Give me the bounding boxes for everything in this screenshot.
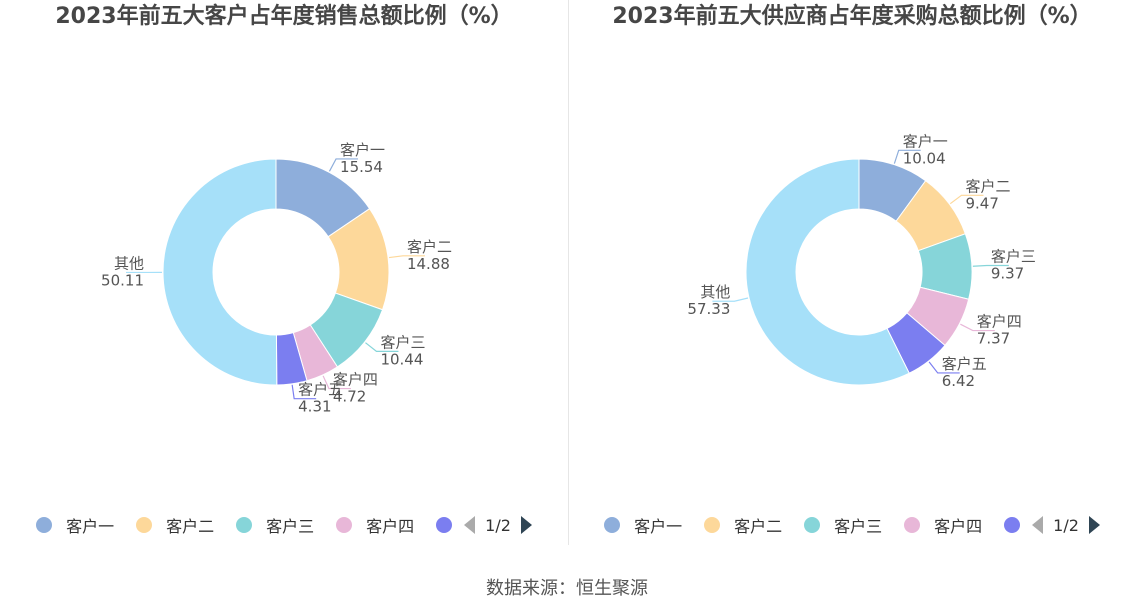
legend-swatch [236,517,253,533]
leader-line [291,384,317,400]
slice-label-value: 15.54 [340,158,383,176]
legend-item[interactable]: 客户二 [136,513,214,537]
legend-swatch [604,517,621,533]
slice-label-value: 6.42 [942,372,975,390]
legend-swatch [904,517,921,533]
legend-item[interactable]: 客户四 [904,513,982,537]
pager-next-icon[interactable] [1088,516,1100,534]
legend-item[interactable]: 客户一 [36,513,114,537]
chart-title: 2023年前五大供应商占年度采购总额比例（%） [612,4,1092,29]
slice-label-value: 10.44 [380,350,423,368]
donut-slice[interactable] [162,158,278,386]
pager-page-text: 1/2 [485,515,511,535]
slice-label-value: 50.11 [101,271,144,289]
slice-label-name: 客户四 [977,313,1022,331]
leader-line [928,361,960,374]
legend-item[interactable]: 客户四 [336,513,414,537]
slice-label-name: 客户四 [333,371,378,389]
slice-label-value: 7.37 [977,330,1010,348]
slice-label-name: 客户二 [965,177,1010,195]
legend-item[interactable]: 客户三 [804,513,882,537]
legend-swatch [36,517,53,533]
leader-line [365,342,399,352]
pager-prev-icon[interactable] [464,516,476,534]
leader-line [893,149,921,164]
legend-label: 客户四 [366,517,415,536]
slice-label-name: 客户一 [340,141,385,159]
legend-label: 客户二 [166,517,215,536]
slice-label-name: 客户三 [380,333,425,351]
legend-swatch [804,517,821,533]
slice-label-value: 14.88 [407,255,450,273]
legend-label: 客户一 [66,517,115,536]
slice-label-name: 客户二 [407,238,452,256]
legend-item[interactable]: 客户二 [704,513,782,537]
legend-swatch [704,517,721,533]
legend-swatch-partial[interactable] [436,517,453,533]
leader-line [712,297,749,302]
leader-line [322,375,351,390]
panel-divider [568,0,569,545]
data-source-note: 数据来源：恒生聚源 [486,578,648,599]
leader-line [389,255,425,259]
pager-next-icon[interactable] [520,516,532,534]
slice-label-name: 客户五 [942,355,987,373]
legend-label: 客户三 [834,517,883,536]
leader-line [949,194,984,205]
donut-slice[interactable] [745,158,910,386]
legend-label: 客户三 [266,517,315,536]
slice-label-name: 客户一 [903,132,948,150]
sales-chart-panel: 2023年前五大客户占年度销售总额比例（%） 客户一 15.54 客户二 14.88 客… [0,0,568,545]
legend-swatch-partial[interactable] [1004,517,1021,533]
legend-label: 客户二 [734,517,783,536]
legend-pager: 1/2 [464,516,532,535]
chart-legend: 客户一 客户二 客户三 客户四 1/2 [0,512,568,538]
pager-page-text: 1/2 [1053,515,1079,535]
slice-label-name: 客户三 [991,248,1036,266]
pager-prev-icon[interactable] [1032,516,1044,534]
legend-item[interactable]: 客户三 [236,513,314,537]
legend-label: 客户四 [934,517,983,536]
slice-label-name: 客户五 [298,381,343,399]
purchase-chart-panel: 2023年前五大供应商占年度采购总额比例（%） 客户一 10.04 客户二 9.47 客… [570,0,1134,545]
slice-label-name: 其他 [700,283,730,301]
legend-label: 客户一 [634,517,683,536]
legend-pager: 1/2 [1032,516,1100,535]
legend-item[interactable]: 客户一 [604,513,682,537]
leader-line [972,264,1009,267]
slice-label-value: 57.33 [687,300,730,318]
slice-label-value: 10.04 [903,149,946,167]
chart-legend: 客户一 客户二 客户三 客户四 1/2 [570,512,1134,538]
legend-swatch [136,517,153,533]
slice-label-value: 4.31 [298,398,331,416]
slice-label-name: 其他 [114,254,144,272]
legend-swatch [336,517,353,533]
leader-line [960,323,995,332]
chart-title: 2023年前五大客户占年度销售总额比例（%） [55,4,513,29]
slice-label-value: 9.37 [991,265,1024,283]
leader-line [328,158,359,172]
slice-label-value: 9.47 [965,194,998,212]
slice-label-value: 4.72 [333,388,366,406]
